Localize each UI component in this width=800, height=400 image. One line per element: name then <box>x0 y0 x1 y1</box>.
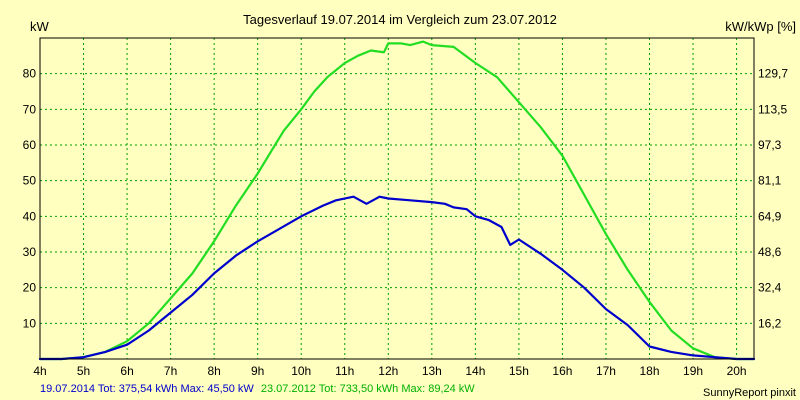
chart-title: Tagesverlauf 19.07.2014 im Vergleich zum… <box>243 12 557 27</box>
x-tick-label: 9h <box>251 364 264 378</box>
x-tick-label: 10h <box>291 364 311 378</box>
legend-2014-summary: 19.07.2014 Tot: 375,54 kWh Max: 45,50 kW <box>40 383 254 395</box>
plot-frame <box>39 37 755 360</box>
y-tick-label-right: 129,7 <box>758 67 788 81</box>
x-tick-label: 20h <box>727 364 747 378</box>
x-tick-label: 16h <box>552 364 572 378</box>
x-tick-label: 18h <box>639 364 659 378</box>
x-tick-label: 7h <box>164 364 177 378</box>
y-tick-label-right: 64,9 <box>758 209 782 223</box>
x-tick-label: 8h <box>207 364 220 378</box>
y-axis-right-label: kW/kWp [%] <box>725 19 796 34</box>
series-line-23-07-2012 <box>38 40 756 361</box>
x-tick-label: 17h <box>596 364 616 378</box>
y-tick-label-right: 97,3 <box>758 138 782 152</box>
y-tick-label-right: 48,6 <box>758 245 782 259</box>
x-tick-label: 19h <box>683 364 703 378</box>
y-tick-label-left: 10 <box>23 316 37 330</box>
y-tick-label-left: 40 <box>23 209 37 223</box>
y-tick-label-left: 60 <box>23 138 37 152</box>
series-lines <box>38 40 756 361</box>
x-tick-label: 13h <box>422 364 442 378</box>
x-tick-label: 14h <box>465 364 485 378</box>
axis-tick-labels: 4h 5h 6h 7h 8h 9h 10h 11h 12h 13h 14h 15h 16h 17h 18h 1… <box>23 67 789 378</box>
x-tick-label: 12h <box>378 364 398 378</box>
series-line-19-07-2014 <box>38 195 756 361</box>
y-tick-label-right: 81,1 <box>758 174 782 188</box>
legend-2012-summary: 23.07.2012 Tot: 733,50 kWh Max: 89,24 kW <box>261 383 475 395</box>
y-tick-label-left: 70 <box>23 102 37 116</box>
y-tick-label-left: 50 <box>23 174 37 188</box>
x-tick-label: 15h <box>509 364 529 378</box>
y-tick-label-right: 16,2 <box>758 316 782 330</box>
x-tick-label: 5h <box>77 364 90 378</box>
y-tick-label-left: 20 <box>23 281 37 295</box>
svg-text:19.07.2014 Tot: 375,54 kWh Max: 19.07.2014 Tot: 375,54 kWh Max: 45,50 kW… <box>40 383 475 395</box>
x-tick-label: 4h <box>33 364 46 378</box>
y-tick-label-right: 113,5 <box>758 102 787 116</box>
y-tick-label-left: 80 <box>23 67 37 81</box>
credit-text: SunnyReport pinxit <box>703 387 796 399</box>
y-axis-left-label: kW <box>30 19 50 34</box>
y-tick-label-right: 32,4 <box>758 281 782 295</box>
x-tick-label: 11h <box>335 364 354 378</box>
y-tick-label-left: 30 <box>23 245 37 259</box>
x-tick-label: 6h <box>120 364 133 378</box>
